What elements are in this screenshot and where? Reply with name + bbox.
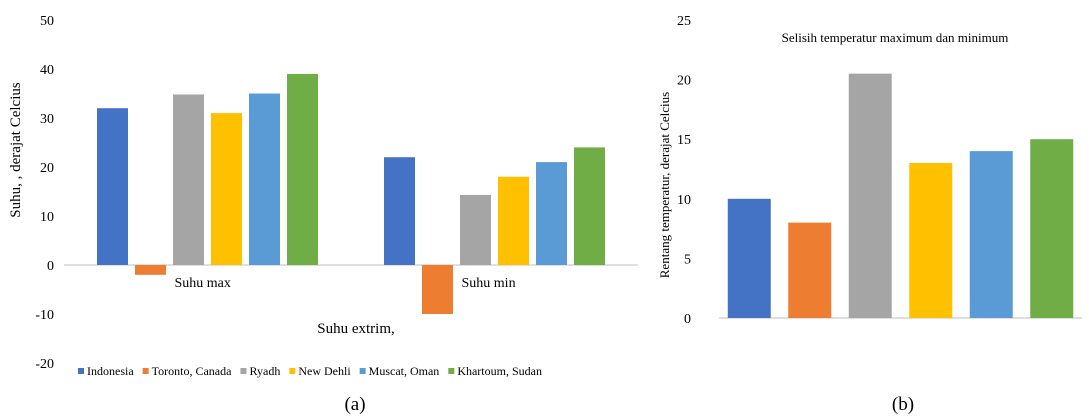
chart-a-bar [460, 194, 491, 265]
chart-b-ytick-label: 20 [677, 74, 691, 89]
chart-a-legend-label: Toronto, Canada [152, 364, 232, 378]
chart-a-ytick-label: 10 [40, 210, 54, 225]
chart-a-ytick-label: 20 [40, 161, 54, 176]
chart-a-xlabel: Suhu extrim, [317, 321, 395, 337]
chart-b-ytick-label: 0 [684, 312, 691, 327]
chart-b-panel-label: (b) [892, 394, 914, 415]
chart-a-bar [287, 73, 318, 266]
chart-a-ytick-label: 0 [47, 259, 54, 274]
chart-a-ylabel: Suhu, , derajat Celcius [8, 82, 24, 218]
chart-a-legend-label: New Dehli [298, 364, 351, 378]
chart-a-legend-label: Indonesia [87, 364, 134, 378]
chart-a-bar [135, 265, 166, 275]
chart-a-legend-swatch [78, 368, 84, 374]
chart-a-legend-swatch [448, 368, 455, 374]
chart-b-ytick-label: 5 [684, 252, 691, 267]
chart-a-ytick-label: 40 [40, 63, 54, 78]
chart-b-bar [909, 163, 953, 318]
chart-b-bar [969, 151, 1013, 318]
chart-b-ytick-label: 25 [677, 14, 691, 29]
chart-a-category-label: Suhu min [462, 276, 516, 291]
chart-a-legend-label: Khartoum, Sudan [457, 364, 542, 378]
chart-a-temperature-extremes: -20 -10 0 10 20 30 40 50 Suhu max Suhu min Suhu,… [8, 14, 638, 415]
chart-a-bar [536, 162, 567, 265]
chart-b-title: Selisih temperatur maximum dan minimum [782, 30, 1009, 45]
chart-a-bar [422, 265, 453, 314]
chart-a-legend-swatch [142, 368, 149, 374]
chart-a-bar [173, 94, 204, 265]
chart-a-bar [249, 93, 280, 265]
chart-a-legend-swatch [240, 368, 247, 374]
chart-a-ytick-label: -20 [35, 357, 54, 372]
chart-b-bar [727, 198, 771, 318]
chart-b-ylabel: Rentang temperatur, derajat Celcius [657, 92, 672, 278]
chart-a-legend-label: Ryadh [249, 364, 280, 378]
chart-b-bar [788, 222, 832, 318]
chart-a-bar [97, 108, 128, 265]
chart-a-legend-swatch [359, 368, 366, 374]
chart-a-bar [574, 147, 605, 265]
chart-a-ytick-label: 30 [40, 112, 54, 127]
chart-a-legend-label: Muscat, Oman [369, 364, 440, 378]
chart-a-bar [211, 113, 242, 265]
chart-a-ytick-label: -10 [35, 308, 54, 323]
chart-b-ytick-label: 10 [677, 193, 691, 208]
chart-b-bar [1030, 139, 1074, 318]
chart-b-bar [848, 73, 892, 318]
chart-a-bar [384, 157, 415, 265]
chart-a-ytick-label: 50 [40, 14, 54, 29]
chart-a-category-label: Suhu max [175, 276, 231, 291]
chart-a-legend-swatch [289, 368, 296, 374]
chart-b-ytick-label: 15 [677, 133, 691, 148]
chart-b-temperature-range: 0 5 10 15 20 25 Selisih temperatur maximum da… [657, 14, 1082, 415]
chart-a-panel-label: (a) [344, 394, 365, 415]
chart-a-bar [498, 176, 529, 265]
